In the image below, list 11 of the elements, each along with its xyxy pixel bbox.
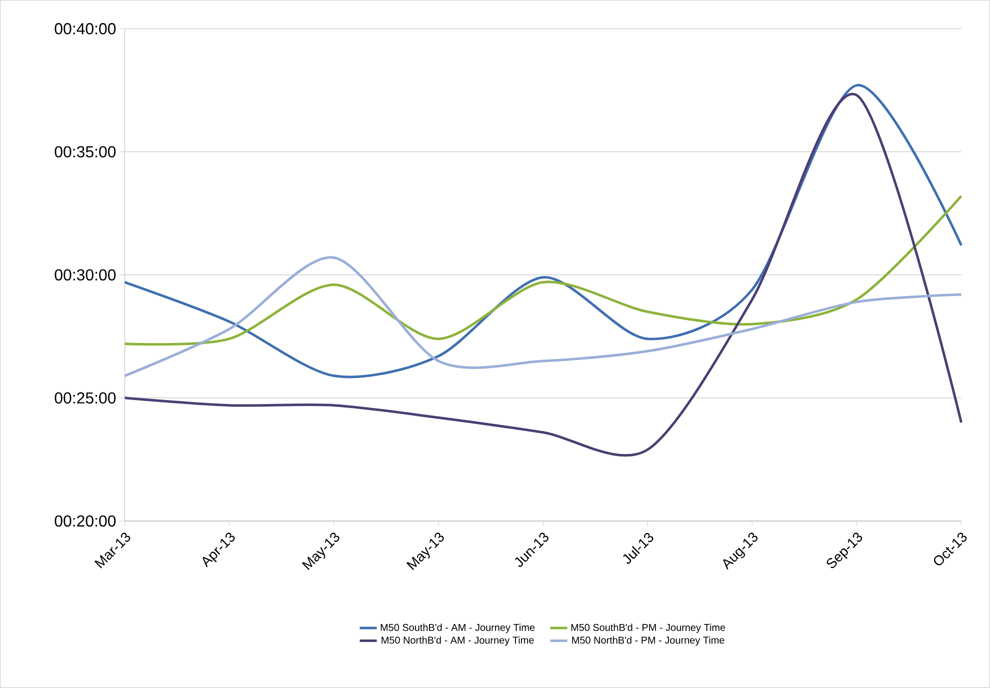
legend-label: M50 NorthB'd - PM - Journey Time (572, 636, 724, 646)
legend-label: M50 SouthB'd - AM - Journey Time (380, 624, 535, 634)
legend-label: M50 SouthB'd - PM - Journey Time (571, 624, 726, 634)
y-tick-label: 00:40:00 (54, 23, 116, 34)
y-tick-label: 00:30:00 (54, 269, 116, 281)
line-series (124, 194, 963, 346)
y-tick-label: 00:20:00 (54, 515, 116, 527)
line-series (124, 256, 963, 378)
legend-label: M50 NorthB'd - AM - Journey Time (382, 636, 534, 646)
y-tick-label: 00:25:00 (54, 392, 116, 404)
y-tick-label: 00:35:00 (54, 146, 116, 158)
